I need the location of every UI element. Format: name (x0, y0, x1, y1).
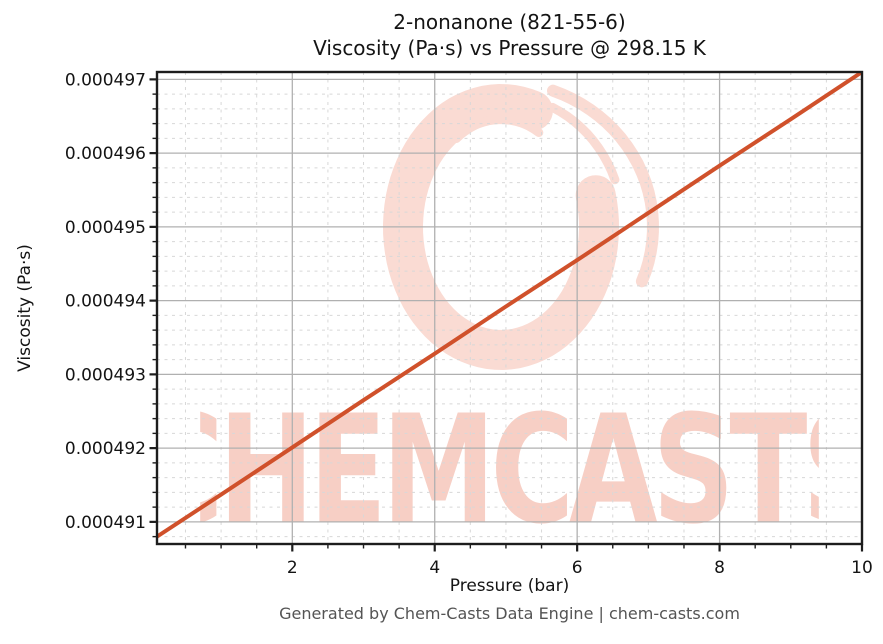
chart-title-line2: Viscosity (Pa·s) vs Pressure @ 298.15 K (313, 36, 706, 60)
series-line (157, 72, 862, 539)
y-tick-label: 0.000495 (65, 218, 146, 238)
y-tick-label: 0.000492 (65, 439, 146, 459)
footer-credit: Generated by Chem-Casts Data Engine | ch… (279, 604, 740, 623)
plot-border (155, 70, 864, 546)
x-tick-label: 4 (429, 558, 440, 578)
x-tick-label: 10 (851, 558, 873, 578)
y-tick-label: 0.000497 (65, 70, 146, 90)
y-axis-label: Viscosity (Pa·s) (15, 244, 35, 372)
x-axis-label: Pressure (bar) (449, 576, 570, 596)
y-tick-label: 0.000491 (65, 513, 146, 533)
chart-title: 2-nonanone (821-55-6) Viscosity (Pa·s) v… (157, 9, 862, 61)
chart-title-line1: 2-nonanone (821-55-6) (393, 10, 626, 34)
watermark-logo-ring (382, 83, 620, 371)
watermark-logo-swoosh-inner (451, 114, 544, 143)
y-tick-label: 0.000494 (65, 292, 146, 312)
y-tick-label: 0.000496 (65, 144, 146, 164)
x-tick-label: 6 (572, 558, 583, 578)
x-tick-label: 8 (714, 558, 725, 578)
y-tick-label: 0.000493 (65, 365, 146, 385)
x-tick-label: 2 (287, 558, 298, 578)
watermark-logo-swoosh-mid (548, 102, 620, 185)
